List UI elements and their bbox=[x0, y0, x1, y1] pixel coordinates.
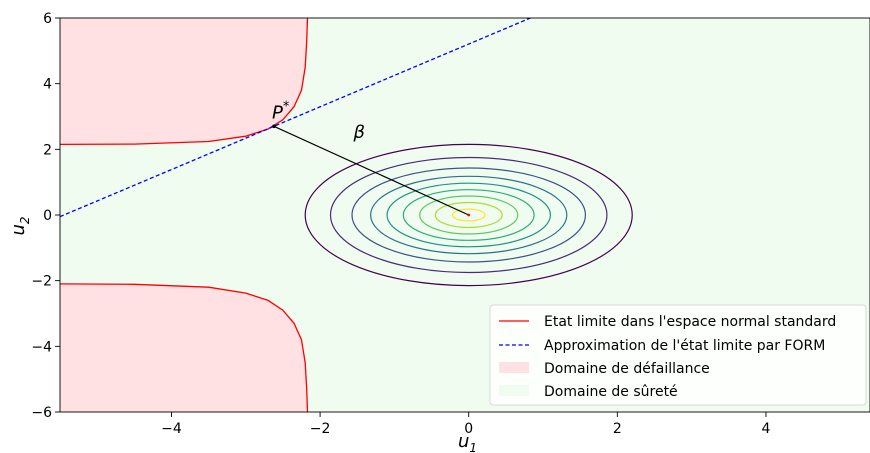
contour-level-6 bbox=[402, 189, 535, 241]
origin-marker bbox=[467, 213, 471, 217]
contour-level-9 bbox=[451, 208, 486, 222]
beta-label: β bbox=[353, 122, 366, 143]
contour-level-8 bbox=[434, 201, 503, 229]
y-axis-label-sub: 2 bbox=[18, 216, 32, 224]
x-tick-label: 2 bbox=[613, 421, 622, 437]
x-axis-label-sub: 1 bbox=[469, 441, 477, 453]
x-tick-label: −2 bbox=[310, 421, 331, 437]
contour-level-2 bbox=[329, 156, 608, 274]
y-tick-label: −4 bbox=[31, 339, 52, 355]
design-point-marker bbox=[272, 124, 276, 129]
x-axis-label: u1 bbox=[458, 431, 477, 453]
y-axis-label: u2 bbox=[8, 216, 32, 235]
legend: Etat limite dans l'espace normal standar… bbox=[489, 304, 867, 406]
plot-area bbox=[60, 18, 870, 412]
contour-level-4 bbox=[370, 175, 568, 255]
legend-swatch-failure bbox=[499, 362, 529, 373]
x-tick-label: 4 bbox=[762, 421, 771, 437]
design-point-label: P* bbox=[272, 99, 290, 123]
y-tick-label: 2 bbox=[43, 142, 52, 158]
y-axis-ticks: −6 −4 −2 0 2 4 6 bbox=[31, 11, 60, 421]
x-tick-label: 0 bbox=[464, 421, 473, 437]
design-point-label-sup: * bbox=[283, 99, 290, 114]
beta-distance-line bbox=[273, 125, 469, 216]
x-tick-label: −4 bbox=[161, 421, 182, 437]
failure-domain-area-upper bbox=[60, 18, 308, 145]
contour-level-1 bbox=[304, 143, 633, 287]
failure-domain-area-lower bbox=[60, 283, 308, 412]
design-point-label-text: P bbox=[272, 102, 283, 123]
y-tick-label: 6 bbox=[43, 11, 52, 27]
contour-level-3 bbox=[351, 167, 587, 263]
limit-state-curve-lower bbox=[60, 283, 309, 412]
y-tick-label: −2 bbox=[31, 274, 52, 290]
legend-label-failure: Domaine de défaillance bbox=[544, 361, 710, 377]
legend-label-limit-state: Etat limite dans l'espace normal standar… bbox=[544, 314, 836, 330]
y-tick-label: 0 bbox=[43, 208, 52, 224]
y-tick-label: −6 bbox=[31, 405, 52, 421]
density-contours bbox=[304, 143, 633, 287]
y-axis-label-main: u bbox=[8, 224, 29, 235]
x-axis-label-main: u bbox=[458, 431, 469, 452]
form-approximation-line bbox=[60, 18, 531, 218]
contour-level-7 bbox=[419, 195, 519, 235]
limit-state-curve-upper bbox=[60, 18, 309, 146]
legend-label-safety: Domaine de sûreté bbox=[544, 384, 678, 400]
y-tick-label: 4 bbox=[43, 77, 52, 93]
legend-label-form: Approximation de l'état limite par FORM bbox=[544, 338, 825, 354]
x-axis-ticks: −4 −2 0 2 4 bbox=[161, 412, 771, 437]
contour-level-5 bbox=[386, 182, 552, 248]
legend-swatch-safety bbox=[499, 385, 529, 396]
legend-box bbox=[489, 304, 867, 406]
